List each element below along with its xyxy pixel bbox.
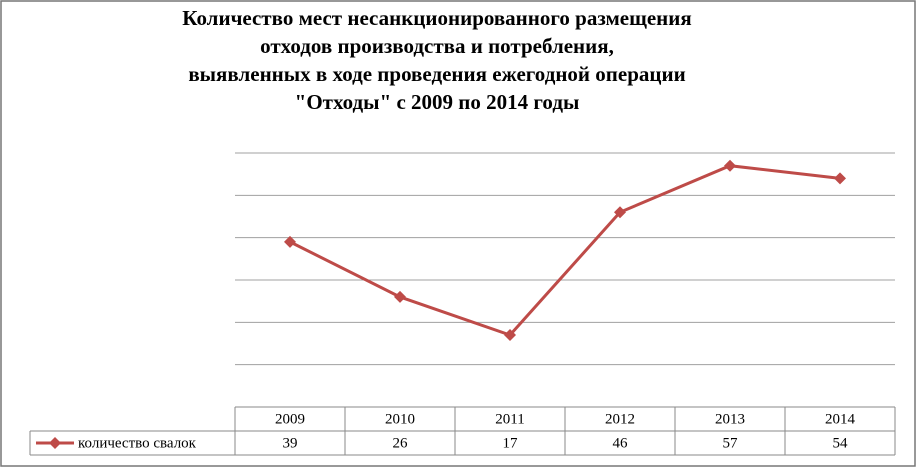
title-line: отходов производства и потребления, <box>260 34 614 58</box>
table-value: 39 <box>283 435 298 451</box>
x-tick-label: 2011 <box>495 411 524 427</box>
marker <box>724 159 736 172</box>
marker <box>394 290 406 303</box>
x-tick-label: 2009 <box>275 411 305 427</box>
chart-title: Количество мест несанкционированного раз… <box>182 6 691 114</box>
title-line: "Отходы" с 2009 по 2014 годы <box>295 90 580 114</box>
marker <box>284 235 296 248</box>
marker <box>614 206 626 219</box>
title-line: выявленных в ходе проведения ежегодной о… <box>188 62 685 86</box>
table-value: 54 <box>833 435 849 451</box>
legend-marker <box>49 437 61 449</box>
marker <box>834 172 846 185</box>
table-value: 26 <box>393 435 409 451</box>
marker <box>504 329 516 342</box>
x-tick-label: 2010 <box>385 411 415 427</box>
table-value: 17 <box>503 435 519 451</box>
title-line: Количество мест несанкционированного раз… <box>182 6 691 30</box>
x-tick-label: 2014 <box>825 411 856 427</box>
x-tick-label: 2013 <box>715 411 745 427</box>
table-value: 57 <box>723 435 739 451</box>
x-tick-label: 2012 <box>605 411 635 427</box>
table-value: 46 <box>613 435 629 451</box>
line <box>289 164 841 337</box>
legend-label: количество свалок <box>78 435 197 451</box>
